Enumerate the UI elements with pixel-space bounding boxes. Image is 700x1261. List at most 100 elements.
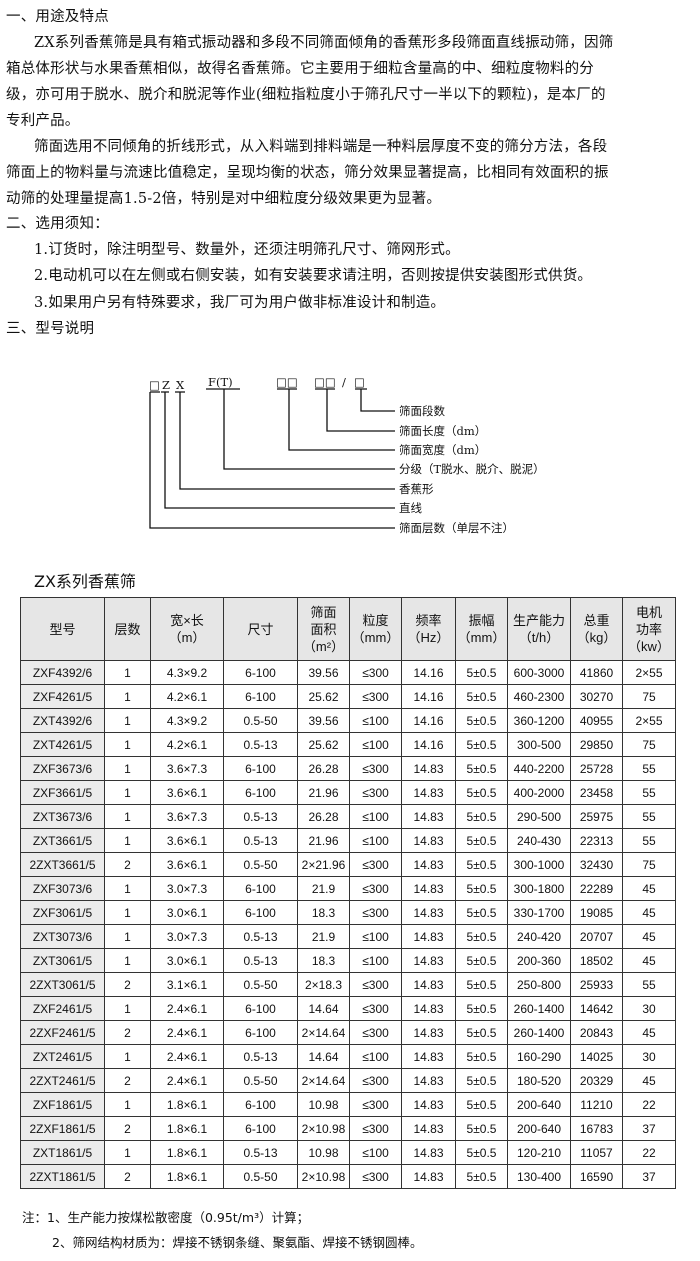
model-cell: 2ZXT3661/5 [20, 852, 105, 877]
table-cell: 200-640 [507, 1116, 571, 1141]
table-cell: 25.62 [297, 684, 350, 709]
table-cell: 5±0.5 [455, 924, 508, 949]
table-cell: 0.5-13 [223, 948, 298, 973]
table-cell: 18.3 [297, 948, 350, 973]
model-cell: ZXF3061/5 [20, 900, 105, 925]
table-cell: 16590 [570, 1164, 623, 1189]
table-cell: ≤300 [349, 1092, 402, 1117]
table-cell: 1 [104, 780, 151, 805]
leader-line [175, 391, 395, 490]
table-cell: 14.16 [401, 732, 456, 757]
table-cell: 2×21.96 [297, 852, 350, 877]
table-cell: ≤300 [349, 852, 402, 877]
table-cell: 55 [622, 828, 676, 853]
table-cell: 3.0×6.1 [150, 900, 224, 925]
table-cell: 300-1800 [507, 876, 571, 901]
table-cell: 5±0.5 [455, 708, 508, 733]
table-cell: 14.64 [297, 996, 350, 1021]
table-cell: 14.16 [401, 660, 456, 685]
table-cell: 14.83 [401, 948, 456, 973]
table-cell: 6-100 [223, 1020, 298, 1045]
table-cell: 0.5-13 [223, 732, 298, 757]
model-cell: ZXT2461/5 [20, 1044, 105, 1069]
table-cell: 2×55 [622, 708, 676, 733]
model-cell: ZXF4392/6 [20, 660, 105, 685]
table-cell: 4.3×9.2 [150, 708, 224, 733]
list-item: 3.如果用户另有特殊要求，我厂可为用户做非标准设计和制造。 [34, 295, 446, 311]
table-cell: 250-800 [507, 972, 571, 997]
model-cell: ZXT1861/5 [20, 1140, 105, 1165]
table-cell: 14.16 [401, 708, 456, 733]
table-cell: 3.6×7.3 [150, 804, 224, 829]
paragraph-line: 筛面上的物料量与流速比值稳定，呈现均衡的状态，筛分效果显著提高，比相同有效面积的… [6, 165, 609, 181]
table-cell: 21.96 [297, 828, 350, 853]
table-cell: 5±0.5 [455, 876, 508, 901]
table-cell: 75 [622, 852, 676, 877]
table-row: ZXT4261/5 1 4.2×6.1 0.5-13 25.62 ≤100 14.16 5±0… [20, 732, 676, 757]
code-box: □ [354, 375, 365, 389]
column-header: 频率 （Hz） [401, 597, 456, 661]
table-cell: 2×10.98 [297, 1164, 350, 1189]
table-cell: 14.64 [297, 1044, 350, 1069]
table-cell: 14.83 [401, 1044, 456, 1069]
table-cell: 1 [104, 876, 151, 901]
table-cell: 14.83 [401, 900, 456, 925]
table-cell: 4.3×9.2 [150, 660, 224, 685]
column-header: 生产能力 （t/h） [507, 597, 571, 661]
table-cell: 39.56 [297, 660, 350, 685]
table-row: 2ZXF2461/5 2 2.4×6.1 6-100 2×14.64 ≤300 14.83 5… [20, 1020, 676, 1045]
column-header-line: （mm） [457, 630, 506, 645]
diagram-label: 分级（T脱水、脱介、脱泥） [399, 462, 545, 476]
table-cell: 6-100 [223, 756, 298, 781]
section-heading-usage: 一、用途及特点 [6, 9, 109, 25]
table-row: 2ZXT3661/5 2 3.6×6.1 0.5-50 2×21.96 ≤300 14.83… [20, 852, 676, 877]
table-cell: 600-3000 [507, 660, 571, 685]
column-header: 层数 [104, 597, 151, 661]
table-cell: 25.62 [297, 732, 350, 757]
table-cell: 3.0×7.3 [150, 924, 224, 949]
table-cell: 6-100 [223, 1116, 298, 1141]
table-cell: 45 [622, 948, 676, 973]
table-cell: ≤300 [349, 996, 402, 1021]
table-cell: 0.5-50 [223, 852, 298, 877]
table-cell: 29850 [570, 732, 623, 757]
table-cell: ≤100 [349, 804, 402, 829]
table-cell: 2 [104, 972, 151, 997]
table-cell: 2×10.98 [297, 1116, 350, 1141]
table-cell: 75 [622, 684, 676, 709]
table-cell: 2 [104, 1164, 151, 1189]
table-cell: 14.83 [401, 1020, 456, 1045]
model-cell: ZXT3661/5 [20, 828, 105, 853]
column-header: 尺寸 [223, 597, 298, 661]
table-cell: 25728 [570, 756, 623, 781]
column-header-line: 面积 [310, 621, 337, 637]
table-cell: ≤100 [349, 1044, 402, 1069]
table-cell: 2.4×6.1 [150, 996, 224, 1021]
model-cell: ZXF3073/6 [20, 876, 105, 901]
table-cell: ≤100 [349, 828, 402, 853]
column-header-line: 电机 [635, 604, 662, 620]
table-title: ZX系列香蕉筛 [34, 572, 136, 591]
table-cell: 2 [104, 1020, 151, 1045]
table-row: ZXF1861/5 1 1.8×6.1 6-100 10.98 ≤300 14.83 5±0.… [20, 1092, 676, 1117]
column-header: 型号 [20, 597, 105, 661]
table-row: ZXF4392/6 1 4.3×9.2 6-100 39.56 ≤300 14.16 5±0.… [20, 660, 676, 685]
table-cell: ≤300 [349, 876, 402, 901]
table-cell: 5±0.5 [455, 1164, 508, 1189]
table-cell: 21.96 [297, 780, 350, 805]
table-row: ZXF3661/5 1 3.6×6.1 6-100 21.96 ≤300 14.83 5±0.… [20, 780, 676, 805]
table-cell: ≤300 [349, 1068, 402, 1093]
table-cell: 0.5-50 [223, 1068, 298, 1093]
table-cell: 22313 [570, 828, 623, 853]
column-header: 宽×长 （m） [150, 597, 224, 661]
table-cell: 120-210 [507, 1140, 571, 1165]
model-cell: 2ZXT2461/5 [20, 1068, 105, 1093]
table-cell: 240-430 [507, 828, 571, 853]
model-cell: ZXF4261/5 [20, 684, 105, 709]
table-cell: 5±0.5 [455, 996, 508, 1021]
column-header-line: 功率 [635, 621, 662, 637]
diagram-label: 筛面长度（dm） [399, 424, 486, 438]
table-cell: 45 [622, 1020, 676, 1045]
table-cell: 1 [104, 1044, 151, 1069]
diagram-label: 直线 [399, 501, 422, 515]
